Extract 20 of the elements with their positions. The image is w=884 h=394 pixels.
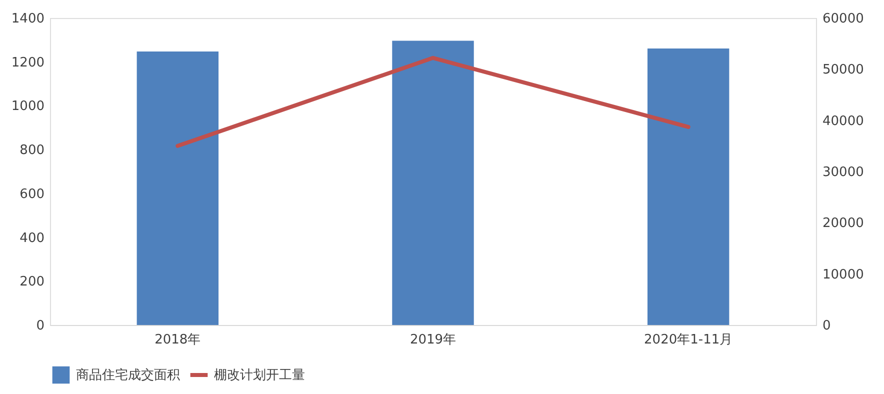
legend-label: 商品住宅成交面积 (76, 367, 180, 383)
y-tick-label: 0 (36, 318, 44, 334)
y2-tick-label: 50000 (822, 62, 864, 78)
y-tick-label: 1200 (11, 55, 44, 70)
y-tick-label: 400 (20, 230, 44, 246)
x-tick-label: 2020年1-11月 (644, 332, 733, 348)
y-tick-label: 1400 (11, 12, 44, 26)
y2-tick-label: 0 (822, 318, 831, 334)
legend-label: 棚改计划开工量 (214, 368, 305, 383)
x-tick-label: 2018年 (154, 332, 201, 348)
y2-tick-label: 10000 (822, 267, 864, 282)
y-tick-label: 200 (20, 274, 44, 290)
y-tick-label: 600 (20, 186, 44, 202)
y2-tick-label: 40000 (822, 114, 864, 129)
y-tick-label: 800 (20, 143, 44, 158)
y-tick-label: 1000 (11, 99, 44, 114)
y2-tick-label: 20000 (822, 216, 864, 232)
y2-tick-label: 60000 (822, 12, 864, 26)
x-tick-label: 2019年 (410, 332, 456, 348)
y2-tick-label: 30000 (822, 165, 864, 180)
